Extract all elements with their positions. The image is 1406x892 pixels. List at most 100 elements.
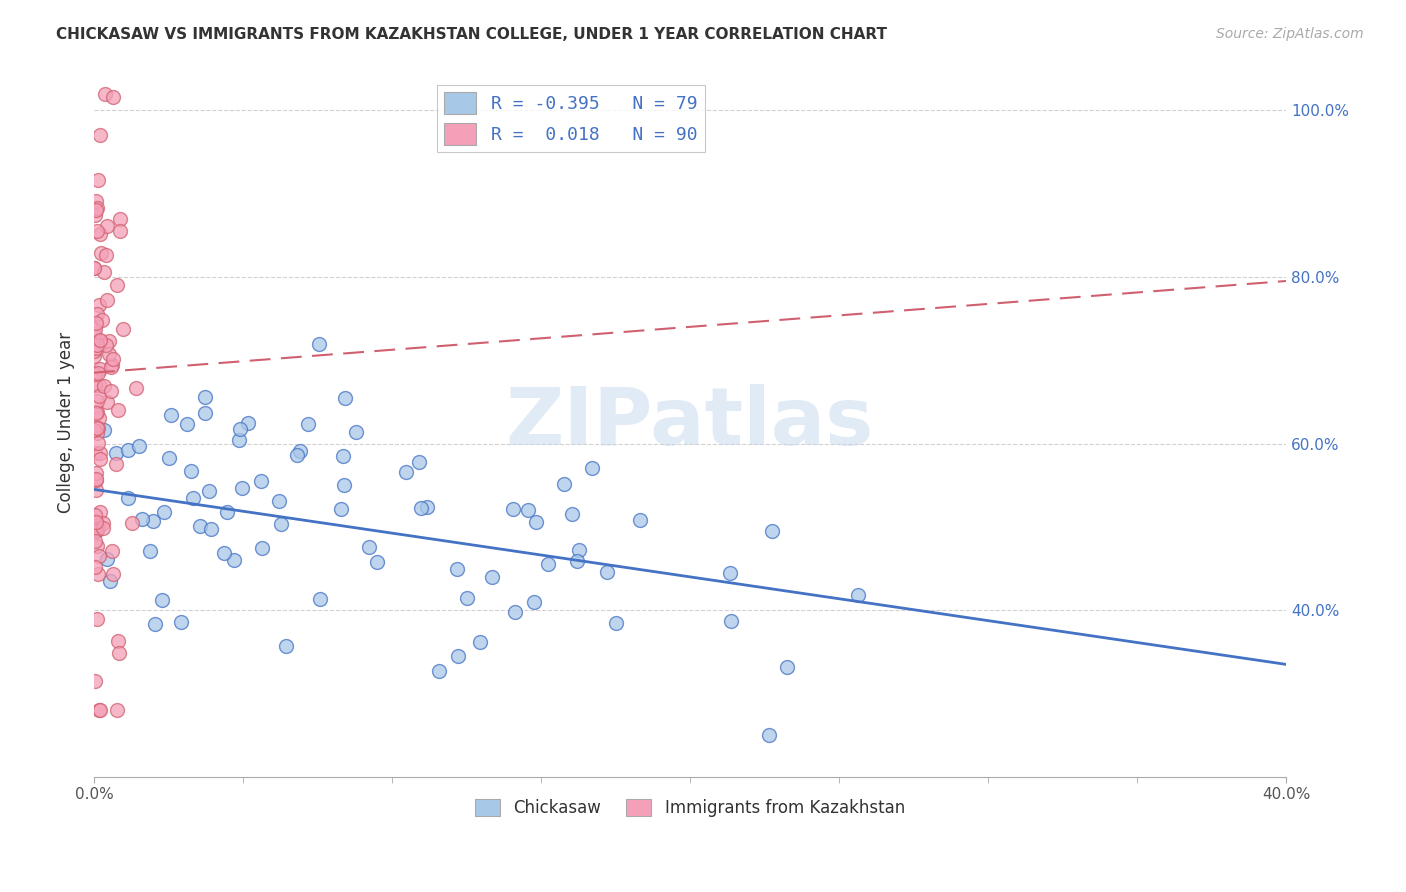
Text: CHICKASAW VS IMMIGRANTS FROM KAZAKHSTAN COLLEGE, UNDER 1 YEAR CORRELATION CHART: CHICKASAW VS IMMIGRANTS FROM KAZAKHSTAN …	[56, 27, 887, 42]
Point	[188, 519, 211, 533]
Point	[100, 384, 122, 399]
Point	[427, 664, 450, 678]
Point	[101, 89, 124, 103]
Point	[228, 434, 250, 448]
Point	[395, 465, 418, 479]
Point	[84, 467, 107, 481]
Point	[308, 336, 330, 351]
Point	[112, 322, 135, 336]
Point	[524, 515, 547, 529]
Point	[86, 539, 108, 553]
Point	[86, 223, 108, 237]
Point	[86, 472, 108, 486]
Point	[121, 516, 143, 530]
Point	[89, 362, 111, 376]
Y-axis label: College, Under 1 year: College, Under 1 year	[58, 332, 75, 513]
Point	[89, 128, 111, 143]
Point	[197, 484, 219, 499]
Point	[86, 522, 108, 536]
Point	[456, 591, 478, 606]
Point	[775, 660, 797, 674]
Point	[86, 425, 108, 440]
Point	[90, 313, 112, 327]
Point	[523, 595, 546, 609]
Point	[231, 482, 253, 496]
Point	[86, 404, 108, 418]
Point	[105, 278, 128, 293]
Point	[139, 544, 162, 558]
Point	[89, 703, 111, 717]
Point	[481, 570, 503, 584]
Point	[180, 464, 202, 478]
Point	[96, 219, 118, 233]
Point	[108, 211, 131, 226]
Point	[274, 640, 297, 654]
Point	[84, 378, 107, 392]
Point	[96, 248, 118, 262]
Point	[761, 524, 783, 538]
Point	[143, 617, 166, 632]
Point	[224, 553, 246, 567]
Point	[94, 338, 117, 352]
Point	[90, 245, 112, 260]
Point	[93, 516, 115, 531]
Point	[107, 402, 129, 417]
Point	[101, 544, 124, 558]
Point	[194, 406, 217, 420]
Point	[84, 674, 107, 689]
Point	[86, 394, 108, 409]
Point	[87, 567, 110, 582]
Point	[84, 524, 107, 539]
Point	[250, 474, 273, 488]
Point	[214, 546, 236, 560]
Point	[83, 326, 105, 341]
Point	[194, 390, 217, 404]
Point	[86, 201, 108, 215]
Point	[83, 208, 105, 222]
Point	[86, 307, 108, 321]
Point	[89, 227, 111, 241]
Point	[605, 615, 627, 630]
Point	[100, 360, 122, 375]
Point	[141, 515, 163, 529]
Point	[86, 420, 108, 434]
Point	[288, 444, 311, 458]
Point	[176, 417, 198, 431]
Point	[502, 502, 524, 516]
Point	[270, 517, 292, 532]
Point	[250, 541, 273, 556]
Point	[98, 574, 121, 588]
Point	[86, 337, 108, 351]
Point	[846, 588, 869, 602]
Point	[87, 436, 110, 450]
Point	[87, 367, 110, 381]
Point	[89, 505, 111, 519]
Point	[108, 646, 131, 660]
Point	[96, 551, 118, 566]
Point	[86, 203, 108, 218]
Point	[107, 634, 129, 648]
Point	[89, 549, 111, 563]
Point	[83, 349, 105, 363]
Point	[104, 457, 127, 471]
Point	[718, 566, 741, 580]
Point	[96, 293, 118, 307]
Point	[335, 391, 357, 405]
Point	[87, 173, 110, 187]
Point	[84, 316, 107, 330]
Point	[83, 260, 105, 275]
Text: Source: ZipAtlas.com: Source: ZipAtlas.com	[1216, 27, 1364, 41]
Point	[101, 358, 124, 372]
Point	[308, 591, 330, 606]
Point	[84, 474, 107, 488]
Point	[84, 341, 107, 355]
Point	[89, 298, 111, 312]
Point	[568, 542, 591, 557]
Point	[83, 560, 105, 574]
Point	[86, 194, 108, 208]
Point	[596, 565, 619, 579]
Point	[150, 593, 173, 607]
Point	[96, 395, 118, 409]
Point	[89, 446, 111, 460]
Point	[108, 224, 131, 238]
